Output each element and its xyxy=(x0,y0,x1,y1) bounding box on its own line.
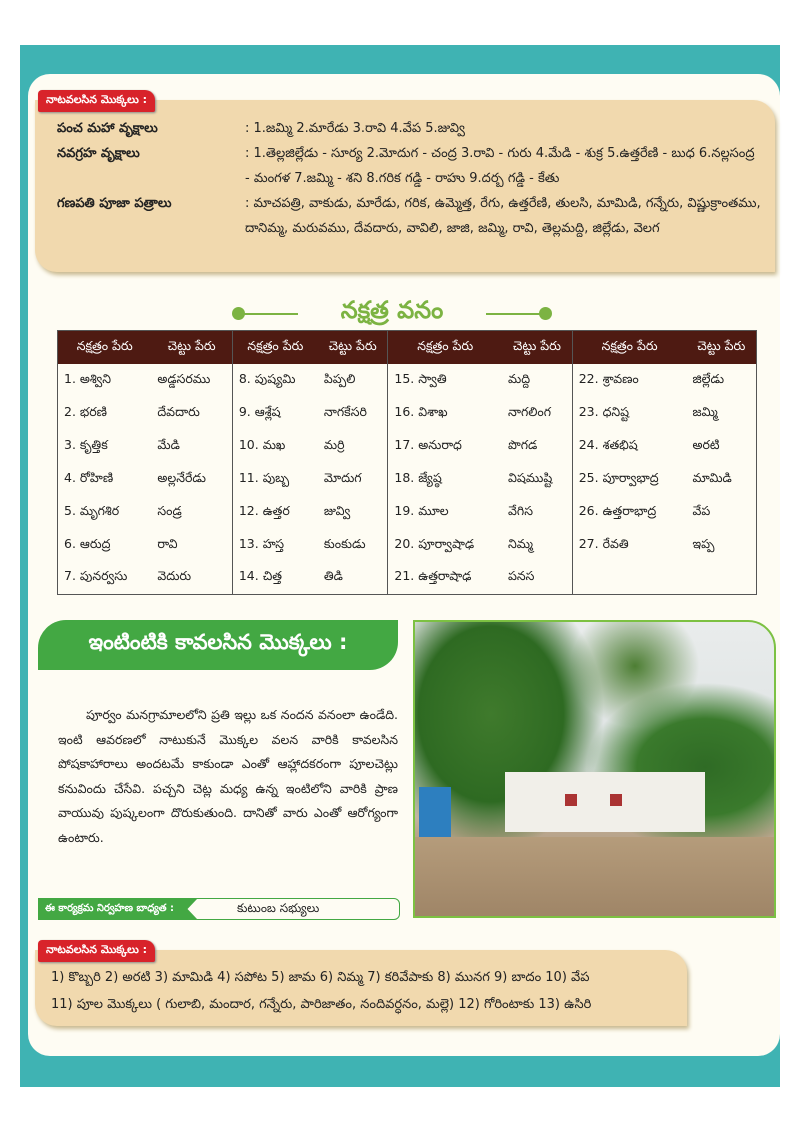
tree-name: అరటి xyxy=(692,436,720,452)
tree-name: మేడి xyxy=(157,436,180,452)
home-plants-paragraph: పూర్వం మనగ్రామాలలోని ప్రతి ఇల్లు ఒక నందన… xyxy=(58,707,398,845)
nakshatra-name: 10. మఖ xyxy=(231,429,318,463)
nakshatra-name: 8. పుష్యమి xyxy=(231,363,318,397)
table-header: చెట్టు పేరు xyxy=(502,330,573,364)
table-header: చెట్టు పేరు xyxy=(686,330,757,364)
nakshatra-name: 13. హస్త xyxy=(231,528,318,562)
table-header: నక్షత్రం పేరు xyxy=(231,330,318,364)
info-row: పంచ మహా వృక్షాలు: 1.జమ్మి 2.మారేడు 3.రావ… xyxy=(57,121,466,136)
nakshatra-name: 9. ఆశ్లేష xyxy=(231,396,318,430)
nakshatra-name: 14. చిత్త xyxy=(231,561,318,595)
nakshatra-name: 16. విశాఖ xyxy=(387,396,503,430)
tree-name: వెదురు xyxy=(157,568,192,584)
nakshatra-name: 22. శ్రావణం xyxy=(571,363,687,397)
table-row: 6. ఆరుద్ర రావి 13. హస్త కుంకుడు 20. పూర్వాషా… xyxy=(58,528,757,562)
nakshatra-name: 25. పూర్వాభాద్ర xyxy=(571,462,687,496)
nakshatra-name: 1. అశ్విని xyxy=(64,370,112,386)
tree-name: కుంకుడు xyxy=(323,535,366,551)
tree-name: నాగకేసరి xyxy=(323,403,367,419)
plants-line: 11) పూల మొక్కలు ( గులాబి, మందార, గన్నేరు… xyxy=(51,997,592,1012)
responsibility-bar: ఈ కార్యక్రమ నిర్వహణ బాధ్యత : కుటుంబ సభ్య… xyxy=(38,898,400,920)
bottom-plants-box: 1) కొబ్బరి 2) అరటి 3) మామిడి 4) సపోట 5) … xyxy=(35,950,687,1026)
nakshatra-name: 21. ఉత్తరాషాఢ xyxy=(387,561,503,595)
nakshatra-name: 27. రేవతి xyxy=(571,528,687,562)
village-house-photo xyxy=(413,620,776,918)
nakshatra-name: 7. పునర్వసు xyxy=(64,568,128,584)
tree-name: వేప xyxy=(692,502,711,518)
section-tag: నాటవలసిన మొక్కలు : xyxy=(38,90,155,112)
table-header: నక్షత్రం పేరు xyxy=(57,330,152,364)
decor-line xyxy=(486,313,544,315)
tree-name: మర్రి xyxy=(323,436,345,452)
nakshatra-name: 20. పూర్వాషాఢ xyxy=(387,528,503,562)
nakshatra-name xyxy=(571,561,687,595)
tree-name xyxy=(686,562,756,595)
nakshatra-title: నక్షత్ర వనం xyxy=(232,296,552,330)
table-row: 3. కృత్తిక మేడి 10. మఖ మర్రి 17. అనురాధ పొగడ 2… xyxy=(58,429,757,463)
tree-name: ఇప్ప xyxy=(692,535,715,551)
nakshatra-name: 15. స్వాతి xyxy=(387,363,503,397)
table-row: 1. అశ్విని అడ్డసరము 8. పుష్యమి పిప్పలి 15. స… xyxy=(58,363,757,397)
nakshatra-name: 24. శతభిష xyxy=(571,429,687,463)
tree-name: తిడి xyxy=(323,568,343,584)
table-header: నక్షత్రం పేరు xyxy=(387,330,503,364)
tree-name: మద్ది xyxy=(508,370,531,386)
tree-name: మోదుగ xyxy=(323,469,362,485)
home-plants-heading: ఇంటింటికి కావలసిన మొక్కలు : xyxy=(38,620,398,670)
tree-name: మామిడి xyxy=(692,469,732,485)
nakshatra-name: 4. రోహిణి xyxy=(64,469,114,485)
tree-name: రావి xyxy=(157,535,178,551)
tree-name: విషముష్టి xyxy=(508,469,553,485)
table-row: 4. రోహిణి అల్లనేరేడు 11. పుబ్బ మోదుగ 18. జ్య… xyxy=(58,462,757,496)
table-header: చెట్టు పేరు xyxy=(317,330,388,364)
nakshatra-name: 17. అనురాధ xyxy=(387,429,503,463)
table-header: చెట్టు పేరు xyxy=(151,330,233,364)
table-row: 5. మృగశిర సండ్ర 12. ఉత్తర జువ్వి 19. మూల వేగి… xyxy=(58,495,757,529)
nakshatra-name: 3. కృత్తిక xyxy=(64,436,108,452)
nakshatra-name: 26. ఉత్తరాభాద్ర xyxy=(571,495,687,529)
tree-name: వేగిస xyxy=(508,502,533,518)
nakshatra-name: 11. పుబ్బ xyxy=(231,462,318,496)
tree-name: నాగలింగ xyxy=(508,403,551,419)
section-tag: నాటవలసిన మొక్కలు : xyxy=(38,940,155,962)
nakshatra-name: 2. భరణి xyxy=(64,403,108,419)
decor-line xyxy=(240,313,298,315)
tree-name: సండ్ర xyxy=(157,502,182,518)
tree-name: పొగడ xyxy=(508,436,538,452)
nakshatra-name: 18. జ్యేష్ఠ xyxy=(387,462,503,496)
table-row: 7. పునర్వసు వెదురు 14. చిత్త తిడి 21. ఉత్తరా… xyxy=(58,561,757,595)
tree-name: నిమ్మ xyxy=(508,535,533,551)
tree-name: పనస xyxy=(508,568,535,584)
table-row: 2. భరణి దేవదారు 9. ఆశ్లేష నాగకేసరి 16. విశాఖ… xyxy=(58,396,757,430)
tree-name: జమ్మి xyxy=(692,403,718,419)
info-row: నవగ్రహ వృక్షాలు: 1.తెల్లజిల్లేడు - సూర్య… xyxy=(57,146,755,186)
nakshatra-name: 23. ధనిష్ట xyxy=(571,396,687,430)
tree-name: పిప్పలి xyxy=(323,370,356,386)
tree-name: జువ్వి xyxy=(323,502,351,518)
tree-name: జిల్లేడు xyxy=(692,370,725,386)
nakshatra-name: 6. ఆరుద్ర xyxy=(64,535,111,551)
nakshatra-table: నక్షత్రం పేరు చెట్టు పేరు నక్షత్రం పేరు చెట… xyxy=(57,330,757,595)
nakshatra-name: 12. ఉత్తర xyxy=(231,495,318,529)
tree-name: అల్లనేరేడు xyxy=(157,469,206,485)
plants-line: 1) కొబ్బరి 2) అరటి 3) మామిడి 4) సపోట 5) … xyxy=(51,970,590,985)
decor-dot xyxy=(539,307,552,320)
info-row: గణపతి పూజా పత్రాలు: మాచపత్రి, వాకుడు, మా… xyxy=(57,196,761,236)
tree-name: దేవదారు xyxy=(157,403,200,419)
tree-name: అడ్డసరము xyxy=(157,370,211,386)
table-header: నక్షత్రం పేరు xyxy=(571,330,687,364)
nakshatra-name: 5. మృగశిర xyxy=(64,502,120,518)
plants-info-box: పంచ మహా వృక్షాలు: 1.జమ్మి 2.మారేడు 3.రావ… xyxy=(35,100,775,272)
decor-dot xyxy=(232,307,245,320)
nakshatra-name: 19. మూల xyxy=(387,495,503,529)
